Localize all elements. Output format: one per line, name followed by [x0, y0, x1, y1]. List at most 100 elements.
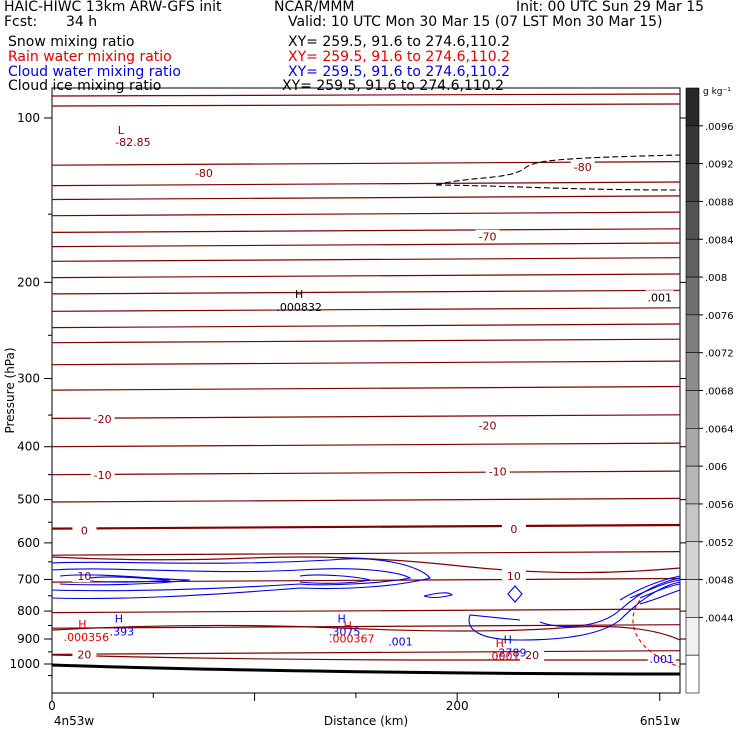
x-axis-label: Distance (km) [324, 714, 408, 728]
rain-water-high-marker: H [344, 620, 352, 633]
x-tick-label: 200 [446, 699, 469, 713]
colorbar-label: .0056 [705, 500, 734, 511]
colorbar-box [685, 617, 700, 656]
colorbar-box [685, 390, 700, 429]
y-tick-label: 500 [17, 493, 40, 507]
colorbar-unit: g kg⁻¹ [703, 87, 731, 97]
isotherm-line [51, 608, 681, 614]
isotherm-line [51, 307, 681, 312]
colorbar-label: .0048 [705, 576, 734, 587]
y-axis: 1002003004005006007008009001000Pressure … [3, 111, 686, 677]
colorbar-box [685, 276, 700, 316]
isotherm-label: 20 [525, 649, 539, 662]
colorbar-box [685, 163, 700, 202]
y-axis-label: Pressure (hPa) [3, 347, 17, 433]
organization: NCAR/MMM [274, 0, 355, 15]
terrain-line [51, 663, 681, 676]
y-tick-label: 800 [17, 604, 40, 618]
isotherm-line [51, 523, 681, 530]
cloud-ice-contours: .001 H.000832 [276, 154, 681, 314]
field-name-snow: Snow mixing ratio [8, 34, 135, 50]
colorbar-box [685, 238, 700, 278]
cloud-ice-contour [435, 184, 681, 191]
isotherm-line [51, 442, 681, 448]
colorbar-box [685, 428, 700, 467]
cloud-water-label: .001 [388, 636, 413, 649]
rain-water-high-value: .000367 [329, 633, 375, 646]
field-xy-rain: XY= 259.5, 91.6 to 274.6,110.2 [288, 49, 511, 65]
colorbar-box [685, 541, 700, 580]
cloud-water-contour [51, 558, 431, 600]
label-bg [501, 569, 526, 583]
label-bg [485, 464, 510, 478]
x-end-label: 6n51w [640, 714, 681, 728]
isotherm-line [51, 228, 681, 233]
colorbar-box [685, 87, 700, 127]
y-tick-label: 600 [17, 536, 40, 550]
cloud-water-high-marker: H [504, 633, 512, 646]
isotherm-label: 20 [77, 648, 91, 661]
y-tick-label: 700 [17, 572, 40, 586]
rain-water-high-value: .0001 [488, 650, 520, 663]
forecast-value: 34 h [66, 14, 98, 30]
colorbar-label: .0064 [705, 424, 734, 435]
isotherm-label: -20 [479, 420, 497, 433]
isotherm-label: -70 [479, 231, 497, 244]
isotherm-line [51, 323, 681, 329]
colorbar-label: .0092 [705, 160, 734, 171]
label-bg [90, 468, 115, 482]
isotherm-line [51, 181, 681, 187]
colorbar-box [685, 503, 700, 543]
colorbar-label: .0084 [705, 235, 734, 246]
rain-water-high-marker: H [496, 637, 504, 650]
isotherm-label: 10 [77, 570, 91, 583]
colorbar-label: .008 [705, 273, 727, 284]
isotherm-label: 0 [81, 524, 88, 537]
isotherm-label: -20 [94, 413, 112, 426]
colorbar-box [685, 314, 700, 353]
label-bg [645, 290, 674, 304]
colorbar-label: .006 [705, 462, 727, 473]
colorbar-box [685, 352, 700, 391]
field-xy-cloud-water: XY= 259.5, 91.6 to 274.6,110.2 [288, 64, 511, 80]
isotherm-line [51, 93, 681, 97]
cloud-water-high-marker: H [115, 612, 123, 625]
rain-water-contour [632, 599, 681, 668]
cloud-ice-high-marker: H [295, 288, 303, 301]
cloud-water-high-marker: H [338, 613, 346, 626]
temperature-contours: -80 -80 -70 -20 -20 -10 -10 0 0 10 10 20 20 L-82.85 [51, 93, 681, 662]
plot-frame [51, 87, 681, 694]
cloud-water-high-value: .3075 [329, 626, 361, 639]
isotherm-line [51, 242, 681, 248]
y-tick-label: 200 [17, 275, 40, 289]
init-time: Init: 00 UTC Sun 29 Mar 15 [516, 0, 705, 15]
cloud-water-contour [59, 574, 191, 586]
y-tick-label: 400 [17, 440, 40, 454]
cloud-water-contour [619, 575, 681, 605]
field-name-cloud-water: Cloud water mixing ratio [8, 64, 181, 80]
isotherm-line [51, 273, 681, 279]
colorbar-box [685, 465, 700, 505]
cloud-ice-high-value: .000832 [276, 301, 322, 314]
isotherm-line [51, 624, 681, 641]
label-bg [520, 648, 545, 662]
isotherm-line [51, 551, 681, 556]
isotherm-line [51, 257, 681, 262]
cloud-water-high-value: .393 [110, 625, 135, 638]
isotherm-label: 10 [507, 570, 521, 583]
x-start-label: 4n53w [54, 714, 95, 728]
label-bg [90, 412, 115, 426]
isotherm-line [51, 556, 681, 574]
label-bg [386, 634, 415, 648]
label-bg [501, 522, 526, 536]
isotherm-line [51, 360, 681, 366]
field-name-rain: Rain water mixing ratio [8, 49, 172, 65]
colorbar-label: .0052 [705, 538, 734, 549]
isotherm-line [51, 211, 681, 217]
isotherm-line [51, 195, 681, 201]
x-axis: 0 200 4n53w 6n51w Distance (km) [48, 693, 680, 728]
isotherm-line [51, 103, 681, 107]
label-bg [475, 229, 500, 243]
